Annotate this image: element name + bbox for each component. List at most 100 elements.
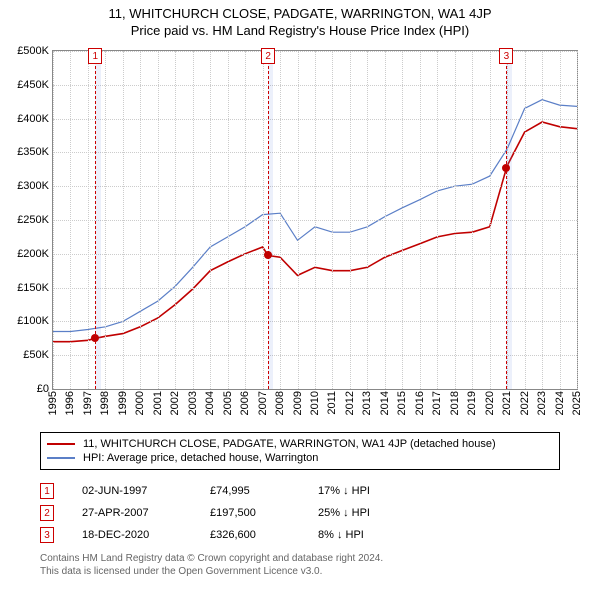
gridline-v — [70, 51, 71, 389]
x-axis-label: 2014 — [379, 391, 391, 415]
y-axis-label: £50K — [23, 349, 49, 361]
chart-plot-area: £0£50K£100K£150K£200K£250K£300K£350K£400… — [52, 50, 578, 390]
sale-row-number: 1 — [40, 483, 54, 499]
y-axis-label: £100K — [17, 315, 49, 327]
gridline-v — [542, 51, 543, 389]
x-axis-label: 2002 — [169, 391, 181, 415]
sale-row-price: £74,995 — [210, 485, 290, 497]
chart-title: 11, WHITCHURCH CLOSE, PADGATE, WARRINGTO… — [0, 6, 600, 21]
gridline-v — [420, 51, 421, 389]
sale-row-price: £326,600 — [210, 529, 290, 541]
x-axis-label: 2000 — [134, 391, 146, 415]
y-axis-label: £300K — [17, 180, 49, 192]
legend-item: 11, WHITCHURCH CLOSE, PADGATE, WARRINGTO… — [47, 437, 553, 451]
legend-label: 11, WHITCHURCH CLOSE, PADGATE, WARRINGTO… — [83, 438, 496, 450]
gridline-v — [245, 51, 246, 389]
sale-row-date: 27-APR-2007 — [82, 507, 182, 519]
sale-row-diff: 17% ↓ HPI — [318, 485, 408, 497]
x-axis-label: 2012 — [344, 391, 356, 415]
sale-row-date: 02-JUN-1997 — [82, 485, 182, 497]
x-axis-label: 2025 — [571, 391, 583, 415]
gridline-v — [280, 51, 281, 389]
sale-row: 2 27-APR-2007 £197,500 25% ↓ HPI — [40, 502, 408, 524]
footer-attribution: Contains HM Land Registry data © Crown c… — [40, 552, 383, 578]
y-axis-label: £400K — [17, 113, 49, 125]
footer-line-1: Contains HM Land Registry data © Crown c… — [40, 552, 383, 565]
gridline-v — [123, 51, 124, 389]
x-axis-label: 2018 — [449, 391, 461, 415]
x-axis-label: 2008 — [274, 391, 286, 415]
x-axis-label: 2007 — [257, 391, 269, 415]
gridline-v — [140, 51, 141, 389]
sale-row: 1 02-JUN-1997 £74,995 17% ↓ HPI — [40, 480, 408, 502]
gridline-v — [350, 51, 351, 389]
legend-label: HPI: Average price, detached house, Warr… — [83, 452, 318, 464]
y-axis-label: £450K — [17, 79, 49, 91]
sale-marker-box: 1 — [88, 48, 102, 64]
x-axis-label: 1996 — [64, 391, 76, 415]
x-axis-label: 1998 — [99, 391, 111, 415]
x-axis-label: 2011 — [326, 391, 338, 415]
legend-swatch — [47, 457, 75, 459]
x-axis-label: 1997 — [82, 391, 94, 415]
gridline-v — [315, 51, 316, 389]
sale-row: 3 18-DEC-2020 £326,600 8% ↓ HPI — [40, 524, 408, 546]
sale-point-dot — [502, 164, 510, 172]
x-axis-label: 2009 — [292, 391, 304, 415]
sale-row-number: 2 — [40, 505, 54, 521]
gridline-v — [367, 51, 368, 389]
gridline-v — [298, 51, 299, 389]
x-axis-label: 2020 — [484, 391, 496, 415]
legend: 11, WHITCHURCH CLOSE, PADGATE, WARRINGTO… — [40, 432, 560, 470]
gridline-v — [577, 51, 578, 389]
gridline-v — [385, 51, 386, 389]
sale-marker-box: 3 — [499, 48, 513, 64]
gridline-v — [332, 51, 333, 389]
gridline-v — [105, 51, 106, 389]
gridline-v — [53, 51, 54, 389]
sale-row-diff: 25% ↓ HPI — [318, 507, 408, 519]
sale-point-dot — [91, 334, 99, 342]
x-axis-label: 1995 — [47, 391, 59, 415]
gridline-v — [88, 51, 89, 389]
sale-marker-line — [506, 51, 507, 389]
x-axis-label: 2010 — [309, 391, 321, 415]
gridline-v — [437, 51, 438, 389]
y-axis-label: £150K — [17, 282, 49, 294]
y-axis-label: £250K — [17, 214, 49, 226]
x-axis-label: 2003 — [187, 391, 199, 415]
gridline-v — [560, 51, 561, 389]
x-axis-label: 2022 — [519, 391, 531, 415]
gridline-v — [472, 51, 473, 389]
sale-marker-line — [268, 51, 269, 389]
sale-point-dot — [264, 251, 272, 259]
gridline-v — [228, 51, 229, 389]
gridline-v — [263, 51, 264, 389]
x-axis-label: 2021 — [501, 391, 513, 415]
legend-item: HPI: Average price, detached house, Warr… — [47, 451, 553, 465]
legend-swatch — [47, 443, 75, 445]
x-axis-label: 2019 — [466, 391, 478, 415]
sale-row-price: £197,500 — [210, 507, 290, 519]
x-axis-label: 2016 — [414, 391, 426, 415]
y-axis-label: £500K — [17, 45, 49, 57]
gridline-v — [455, 51, 456, 389]
gridline-v — [525, 51, 526, 389]
x-axis-label: 2001 — [152, 391, 164, 415]
y-axis-label: £200K — [17, 248, 49, 260]
gridline-v — [402, 51, 403, 389]
gridline-v — [193, 51, 194, 389]
sale-row-number: 3 — [40, 527, 54, 543]
sale-row-diff: 8% ↓ HPI — [318, 529, 408, 541]
x-axis-label: 1999 — [117, 391, 129, 415]
footer-line-2: This data is licensed under the Open Gov… — [40, 565, 383, 578]
gridline-v — [210, 51, 211, 389]
gridline-v — [175, 51, 176, 389]
sale-marker-box: 2 — [261, 48, 275, 64]
y-axis-label: £350K — [17, 146, 49, 158]
sale-row-date: 18-DEC-2020 — [82, 529, 182, 541]
chart-subtitle: Price paid vs. HM Land Registry's House … — [0, 23, 600, 38]
x-axis-label: 2013 — [361, 391, 373, 415]
gridline-v — [158, 51, 159, 389]
x-axis-label: 2017 — [431, 391, 443, 415]
